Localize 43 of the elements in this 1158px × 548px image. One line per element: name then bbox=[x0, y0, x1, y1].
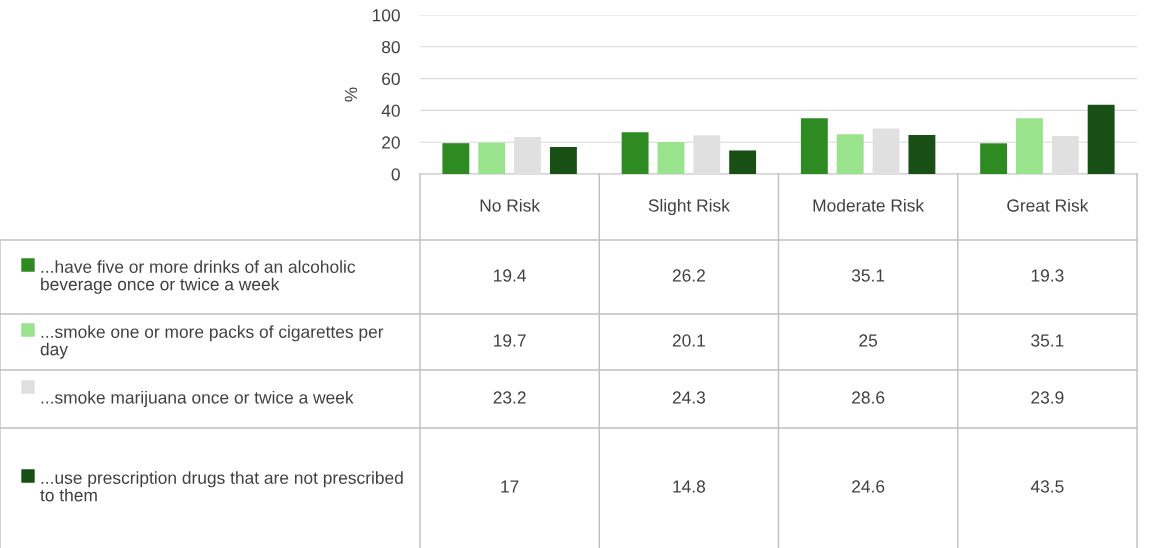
data-label: 20.1 bbox=[672, 334, 705, 347]
bar bbox=[657, 142, 685, 174]
data-label: 26.2 bbox=[672, 269, 705, 282]
y-tick-label: 100 bbox=[372, 9, 400, 22]
data-label: 19.4 bbox=[494, 269, 527, 282]
y-axis-title: % bbox=[344, 87, 357, 102]
data-label: 17 bbox=[501, 480, 519, 493]
bar bbox=[1016, 118, 1043, 174]
bar bbox=[836, 134, 864, 174]
bar bbox=[442, 143, 470, 174]
data-label: 35.1 bbox=[851, 269, 885, 282]
legend-label: ...smoke marijuana once or twice a week bbox=[41, 390, 354, 408]
bar bbox=[478, 142, 506, 174]
y-tick-label: 60 bbox=[382, 72, 400, 86]
x-tick-label: Great Risk bbox=[1007, 198, 1089, 212]
legend-label: ...use prescription drugs that are not prescribed to them bbox=[40, 471, 403, 502]
y-tick-label: 80 bbox=[382, 40, 400, 54]
legend-label: ...smoke one or more packs of cigarettes per day bbox=[40, 325, 384, 359]
data-label: 24.3 bbox=[672, 391, 706, 404]
data-label: 19.7 bbox=[494, 334, 526, 347]
x-tick-label: No Risk bbox=[480, 198, 541, 212]
data-label: 24.6 bbox=[852, 480, 885, 493]
data-label: 43.5 bbox=[1030, 480, 1064, 493]
data-label: 25 bbox=[859, 334, 878, 347]
x-tick-label: Slight Risk bbox=[648, 198, 730, 216]
y-tick-label: 40 bbox=[381, 104, 400, 117]
data-label: 28.6 bbox=[852, 391, 885, 404]
bar bbox=[621, 132, 649, 174]
data-label: 35.1 bbox=[1031, 334, 1064, 347]
legend-label: ...have five or more drinks of an alcoholic beverage once or twice a week bbox=[41, 260, 356, 294]
bar bbox=[1087, 104, 1115, 174]
data-label: 23.2 bbox=[493, 391, 526, 404]
x-tick-label: Moderate Risk bbox=[813, 198, 925, 212]
data-label: 14.8 bbox=[673, 480, 706, 493]
bar bbox=[980, 143, 1008, 174]
bar bbox=[908, 134, 936, 174]
y-tick-label: 0 bbox=[391, 168, 400, 181]
y-tick-label: 20 bbox=[382, 136, 400, 149]
bar bbox=[549, 146, 577, 174]
bar bbox=[800, 118, 828, 174]
bar bbox=[729, 150, 757, 174]
data-label: 23.9 bbox=[1031, 391, 1064, 404]
data-label: 19.3 bbox=[1031, 269, 1064, 282]
